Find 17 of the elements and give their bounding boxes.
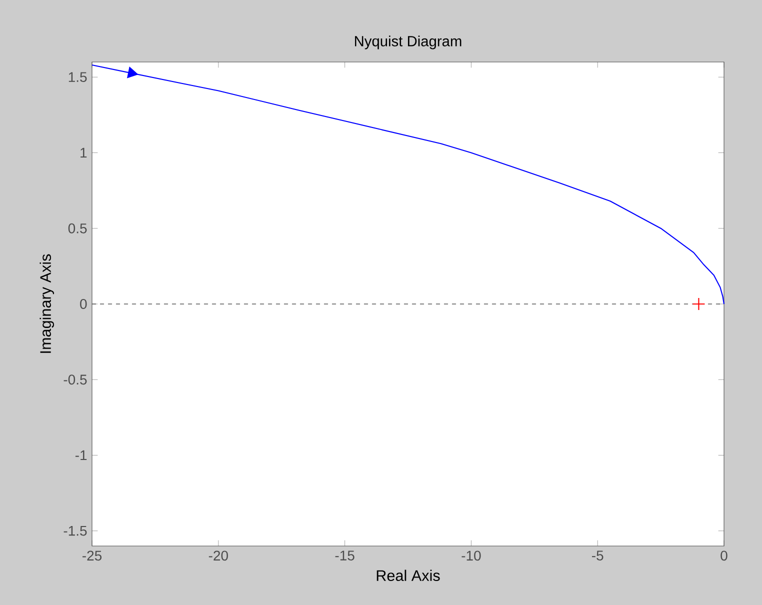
x-tick-label: -10: [462, 550, 481, 561]
y-tick-label: -0.5: [64, 374, 87, 385]
x-tick-label: -20: [208, 550, 228, 561]
y-tick-label: 0: [80, 299, 87, 309]
x-tick-label: -5: [592, 550, 604, 560]
y-tick-label: 1.5: [68, 72, 87, 82]
line-series: [91, 64, 725, 305]
x-tick-label: 0: [720, 550, 728, 561]
y-axis-title: Imaginary Axis: [40, 254, 54, 353]
chart-title: Nyquist Diagram: [355, 36, 462, 50]
y-tick-label: 0.5: [68, 223, 87, 234]
x-tick-label: -15: [335, 550, 354, 560]
x-tick-label: -25: [82, 550, 102, 561]
y-tick-label: 1: [80, 148, 87, 158]
y-tick-label: -1: [75, 450, 87, 460]
y-tick-label: -1.5: [64, 526, 87, 536]
x-axis-title: Real Axis: [376, 570, 440, 582]
